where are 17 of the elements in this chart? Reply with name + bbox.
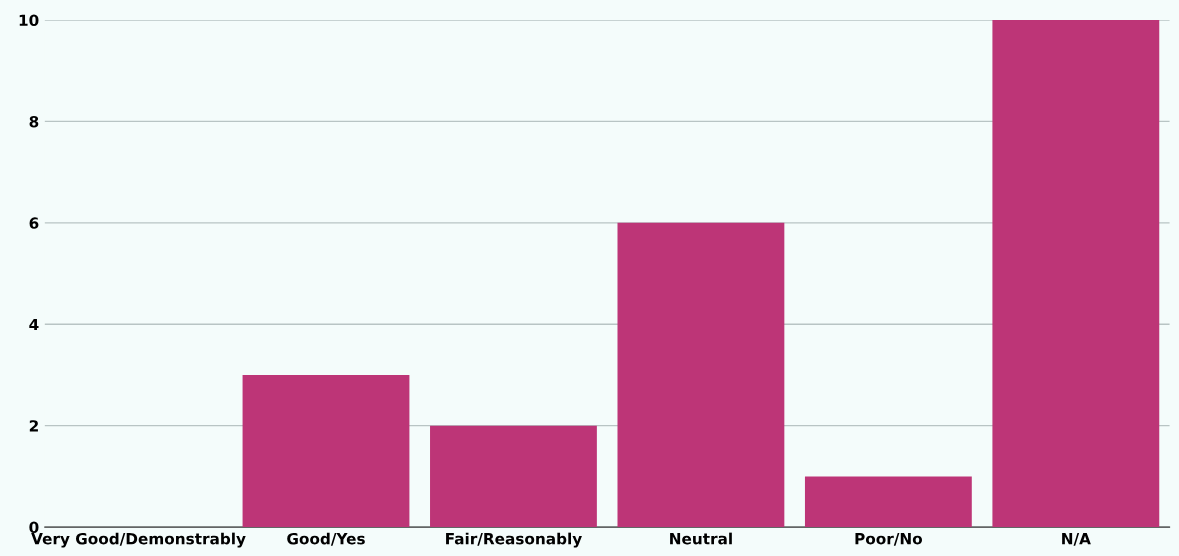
bar — [430, 425, 597, 528]
y-tick-label: 2 — [29, 420, 38, 432]
bar — [992, 20, 1160, 528]
x-tick-label: Very Good/Demonstrably — [31, 532, 246, 548]
bar — [617, 222, 785, 528]
y-tick-label: 4 — [29, 318, 39, 331]
y-tick-label: 6 — [29, 217, 39, 229]
y-tick-label: 8 — [29, 115, 39, 128]
x-tick-label: Good/Yes — [287, 532, 365, 546]
y-tick-label: 10 — [19, 14, 39, 27]
x-tick-label: Poor/No — [855, 533, 923, 546]
y-tick-label: 0 — [29, 521, 39, 534]
x-tick-label: Neutral — [670, 532, 732, 545]
x-tick-label: Fair/Reasonably — [446, 532, 582, 548]
bar — [242, 374, 410, 528]
bar — [804, 476, 972, 528]
x-tick-label: N/A — [1062, 533, 1091, 546]
